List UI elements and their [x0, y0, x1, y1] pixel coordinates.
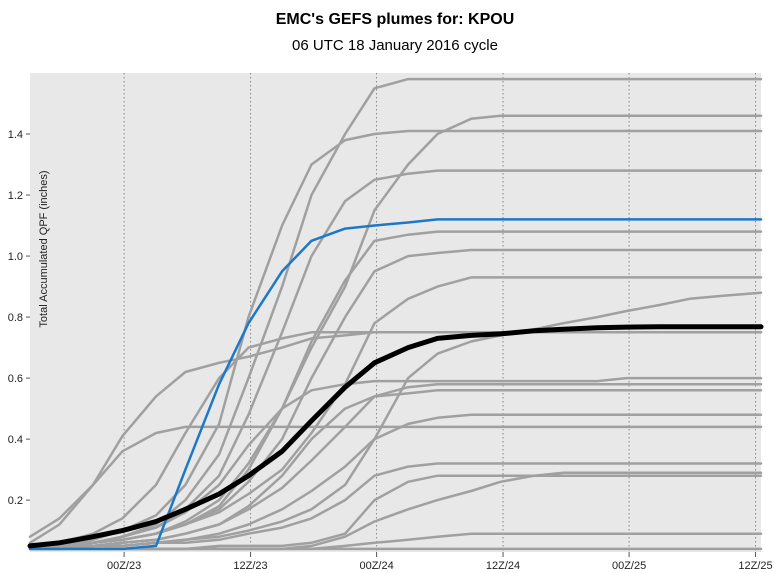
member-line-9 — [28, 425, 763, 538]
member-line-2 — [28, 129, 763, 551]
member-line-7 — [28, 331, 763, 545]
y-tick-label-6: 1.4 — [8, 129, 23, 141]
member-line-8 — [28, 276, 763, 551]
series-layer — [27, 77, 764, 551]
x-tick-label-5: 12Z/25 — [738, 560, 772, 572]
y-tick-label-1: 0.4 — [8, 434, 23, 446]
member-line-10 — [28, 376, 763, 551]
x-tick-label-3: 12Z/24 — [486, 560, 520, 572]
y-tick-label-3: 0.8 — [8, 312, 23, 324]
axis-layer: 0.2 0.4 0.6 0.8 1.0 1.2 1.4 00Z/23 12Z/23 00Z/24 1… — [8, 129, 773, 572]
member-line-13 — [28, 382, 763, 551]
x-tick-label-4: 00Z/25 — [612, 560, 646, 572]
x-tick-label-0: 00Z/23 — [107, 560, 141, 572]
y-tick-label-5: 1.2 — [8, 190, 23, 202]
y-tick-label-0: 0.2 — [8, 495, 23, 507]
y-axis-label: Total Accumulated QPF (inches) — [38, 170, 50, 327]
y-tick-label-4: 1.0 — [8, 251, 23, 263]
member-line-1 — [28, 77, 763, 551]
plot-area — [30, 73, 761, 552]
chart-subtitle: 06 UTC 18 January 2016 cycle — [292, 37, 498, 54]
y-tick-label-2: 0.6 — [8, 373, 23, 385]
chart-title: EMC's GEFS plumes for: KPOU — [276, 11, 515, 28]
x-tick-label-1: 12Z/23 — [233, 560, 267, 572]
ensemble-mean-line — [27, 324, 764, 549]
x-tick-label-2: 00Z/24 — [359, 560, 393, 572]
member-line-15 — [28, 462, 763, 551]
highlight-member-line — [28, 218, 763, 551]
